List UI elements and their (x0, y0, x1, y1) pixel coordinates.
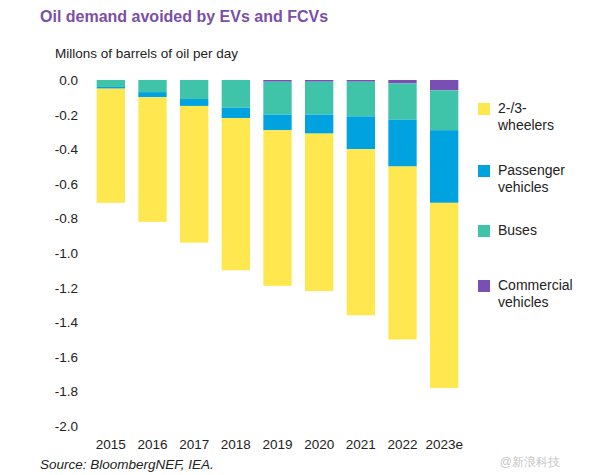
bar-segment (263, 82, 291, 115)
bar-segment (347, 82, 375, 117)
legend-item: 2-/3-wheelers (478, 100, 576, 134)
legend-label: Passenger vehicles (498, 162, 576, 196)
bar-segment (97, 87, 125, 89)
bar-segment (180, 80, 208, 99)
x-tick-label: 2019 (262, 437, 292, 452)
legend-label: Commercial vehicles (498, 277, 576, 311)
title: Oil demand avoided by EVs and FCVs (40, 8, 328, 25)
bar-segment (305, 82, 333, 115)
bar-segment (305, 134, 333, 291)
bar-segment (305, 80, 333, 82)
y-tick-label: -0.4 (55, 142, 79, 157)
bar-segment (222, 118, 250, 270)
bar-segment (347, 116, 375, 149)
bar-segment (263, 115, 291, 131)
bar-segment (430, 90, 458, 130)
x-tick-label: 2022 (387, 437, 417, 452)
x-tick-label: 2018 (221, 437, 251, 452)
y-tick-label: -1.4 (55, 315, 79, 330)
bar-segment (430, 130, 458, 203)
x-tick-label: 2020 (304, 437, 334, 452)
x-tick-label: 2015 (96, 437, 126, 452)
y-tick-label: -0.2 (55, 108, 78, 123)
bar-segment (97, 80, 125, 87)
bar-segment (222, 108, 250, 118)
legend-swatch (478, 280, 490, 292)
y-tick-label: -0.6 (55, 177, 78, 192)
bar-segment (138, 97, 166, 222)
bar-segment (263, 130, 291, 286)
x-tick-label: 2016 (137, 437, 167, 452)
legend-item: Passenger vehicles (478, 162, 576, 196)
x-tick-label: 2023e (425, 437, 463, 452)
y-tick-label: -1.0 (55, 246, 78, 261)
bar-segment (138, 92, 166, 97)
y-tick-label: -1.6 (55, 350, 78, 365)
bar-segment (180, 99, 208, 106)
bar-segment (305, 115, 333, 134)
bar-segment (222, 80, 250, 108)
x-tick-label: 2021 (346, 437, 376, 452)
y-tick-label: 0.0 (59, 73, 78, 88)
legend-swatch (478, 103, 490, 115)
bar-segment (263, 80, 291, 82)
y-tick-label: -0.8 (55, 211, 78, 226)
watermark: @新浪科技 (500, 455, 560, 469)
legend-label: 2-/3-wheelers (498, 100, 576, 134)
bar-segment (388, 80, 416, 83)
bar-segment (180, 106, 208, 243)
bar-segment (138, 80, 166, 92)
legend-swatch (478, 225, 490, 237)
legend-label: Buses (498, 222, 576, 239)
bars (97, 80, 459, 388)
source: Source: BloombergNEF, IEA. (40, 457, 214, 472)
bar-segment (97, 89, 125, 203)
y-axis-label: Millons of barrels of oil per day (55, 46, 238, 61)
bar-segment (430, 80, 458, 90)
x-tick-label: 2017 (179, 437, 209, 452)
bar-segment (430, 203, 458, 388)
y-tick-label: -2.0 (55, 419, 78, 434)
bar-segment (388, 83, 416, 119)
legend-item: Commercial vehicles (478, 277, 576, 311)
bar-segment (347, 80, 375, 82)
bar-segment (388, 120, 416, 167)
y-tick-label: -1.2 (55, 281, 78, 296)
bar-segment (347, 149, 375, 315)
legend-item: Buses (478, 222, 576, 239)
legend-swatch (478, 165, 490, 177)
bar-segment (388, 167, 416, 340)
y-tick-label: -1.8 (55, 384, 78, 399)
